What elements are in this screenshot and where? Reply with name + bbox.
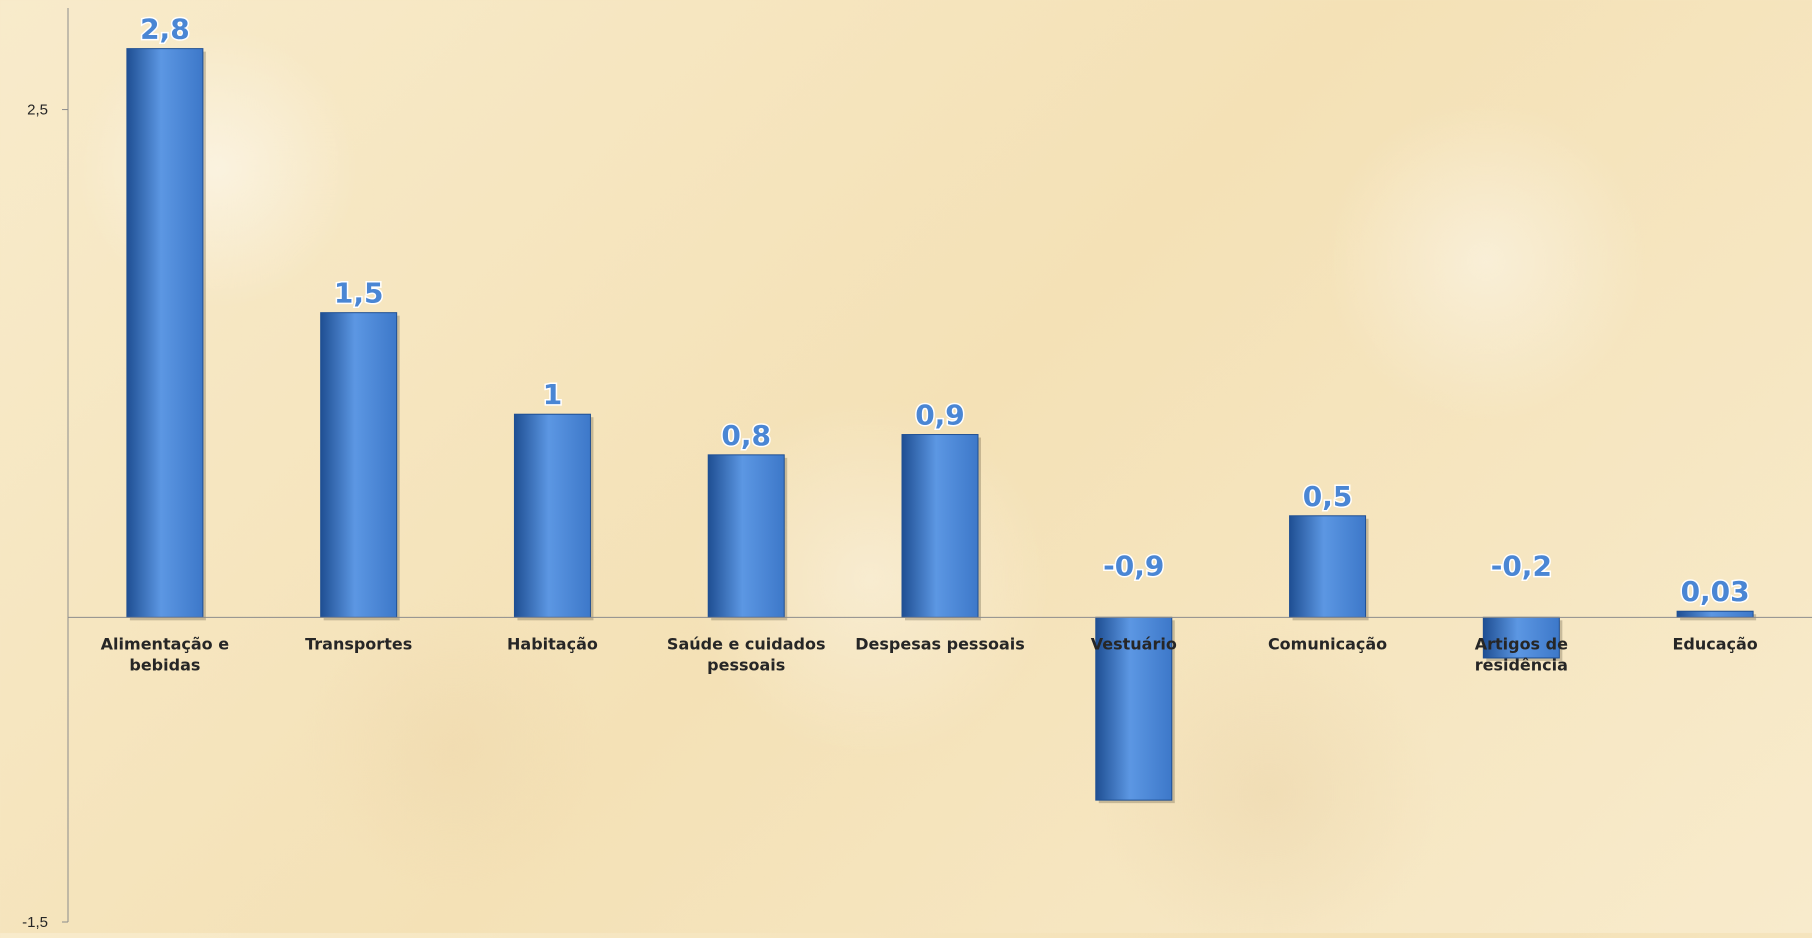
bar xyxy=(320,312,398,618)
data-label: 1,5 xyxy=(334,277,384,310)
category-label: Comunicação xyxy=(1268,634,1387,653)
bar xyxy=(126,48,204,618)
data-label: -0,2 xyxy=(1491,549,1552,582)
bar xyxy=(1289,515,1367,618)
category-label: Habitação xyxy=(507,634,598,653)
category-label: Despesas pessoais xyxy=(855,634,1025,653)
category-label: Transportes xyxy=(305,634,412,653)
bar xyxy=(1676,610,1754,618)
data-label: 0,5 xyxy=(1303,480,1353,513)
labels-group: 2,8 Alimentação e bebidas 1,5 Transportes 1 Ha… xyxy=(101,11,1758,674)
axes-group: 2,5 -1,5 xyxy=(22,8,1812,931)
category-label: Alimentação e bebidas xyxy=(101,634,230,674)
data-label: 2,8 xyxy=(140,13,190,46)
data-label: 0,9 xyxy=(915,399,965,432)
data-label: 0,03 xyxy=(1681,575,1750,608)
data-label: 0,8 xyxy=(721,419,771,452)
bar xyxy=(707,454,785,618)
bar xyxy=(1482,616,1560,659)
y-tick-label: -1,5 xyxy=(22,914,48,931)
data-label: 1 xyxy=(543,378,562,411)
y-tick-label: 2,5 xyxy=(27,102,48,119)
category-label: Saúde e cuidados pessoais xyxy=(667,634,826,674)
bars-group xyxy=(126,48,1757,804)
category-label: Artigos de residência xyxy=(1475,634,1568,674)
category-label: Educação xyxy=(1672,634,1757,653)
bar xyxy=(1095,616,1173,801)
bar xyxy=(901,434,979,618)
data-label: -0,9 xyxy=(1103,549,1164,582)
category-label: Vestuário xyxy=(1091,634,1177,653)
bar xyxy=(513,413,591,618)
